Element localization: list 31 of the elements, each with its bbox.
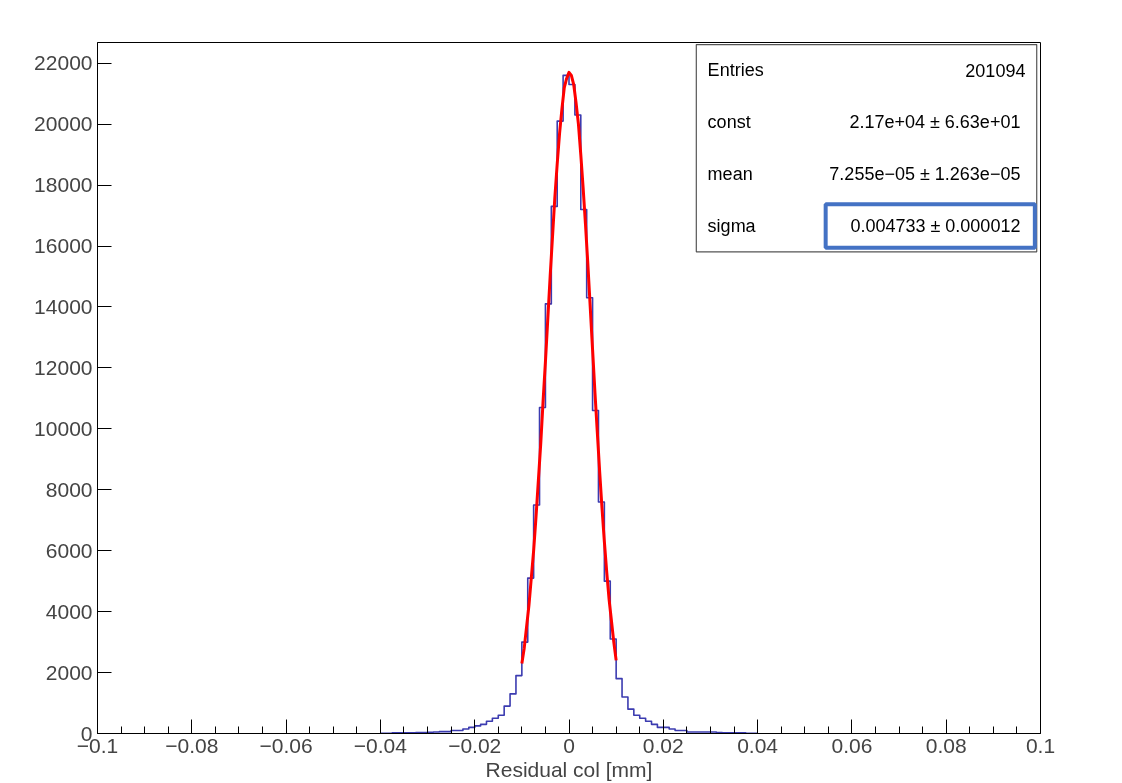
x-tick-label: −0.06: [259, 733, 313, 757]
x-tick-label: 0.02: [642, 733, 684, 757]
annotation: 201094: [965, 60, 1026, 81]
annotation: 2.17e+04 ± 6.63e+01: [849, 112, 1021, 133]
y-tick-label: 8000: [45, 477, 93, 501]
x-tick-label: −0.02: [448, 733, 502, 757]
x-tick-label: −0.04: [353, 733, 408, 757]
y-tick-label: 12000: [34, 355, 93, 379]
y-tick-label: 4000: [45, 599, 93, 623]
y-tick-label: 22000: [34, 51, 93, 75]
y-tick-label: 10000: [34, 416, 93, 440]
x-tick-label: 0.1: [1025, 733, 1056, 757]
y-tick-label: 16000: [34, 234, 93, 258]
y-tick-label: 18000: [34, 173, 93, 197]
x-tick-label: 0.06: [831, 733, 873, 757]
y-tick-label: 2000: [45, 660, 93, 684]
x-tick-label: 0: [563, 733, 575, 757]
annotation: 7.255e−05 ± 1.263e−05: [829, 164, 1021, 185]
line-series: [520, 70, 618, 665]
annotation: const: [707, 112, 751, 133]
annotation: sigma: [707, 215, 757, 236]
y-tick-label: 6000: [45, 538, 93, 562]
y-tick-label: 20000: [34, 112, 93, 136]
annotation: Entries: [707, 60, 764, 81]
y-tick-label: 14000: [34, 294, 93, 318]
x-axis-title: Residual col [mm]: [485, 757, 653, 781]
x-tick-label: −0.08: [165, 733, 219, 757]
annotation: 0.004733 ± 0.000012: [850, 215, 1021, 236]
x-tick-label: 0.04: [737, 733, 779, 757]
annotation: mean: [707, 164, 753, 185]
x-tick-label: 0.08: [925, 733, 967, 757]
